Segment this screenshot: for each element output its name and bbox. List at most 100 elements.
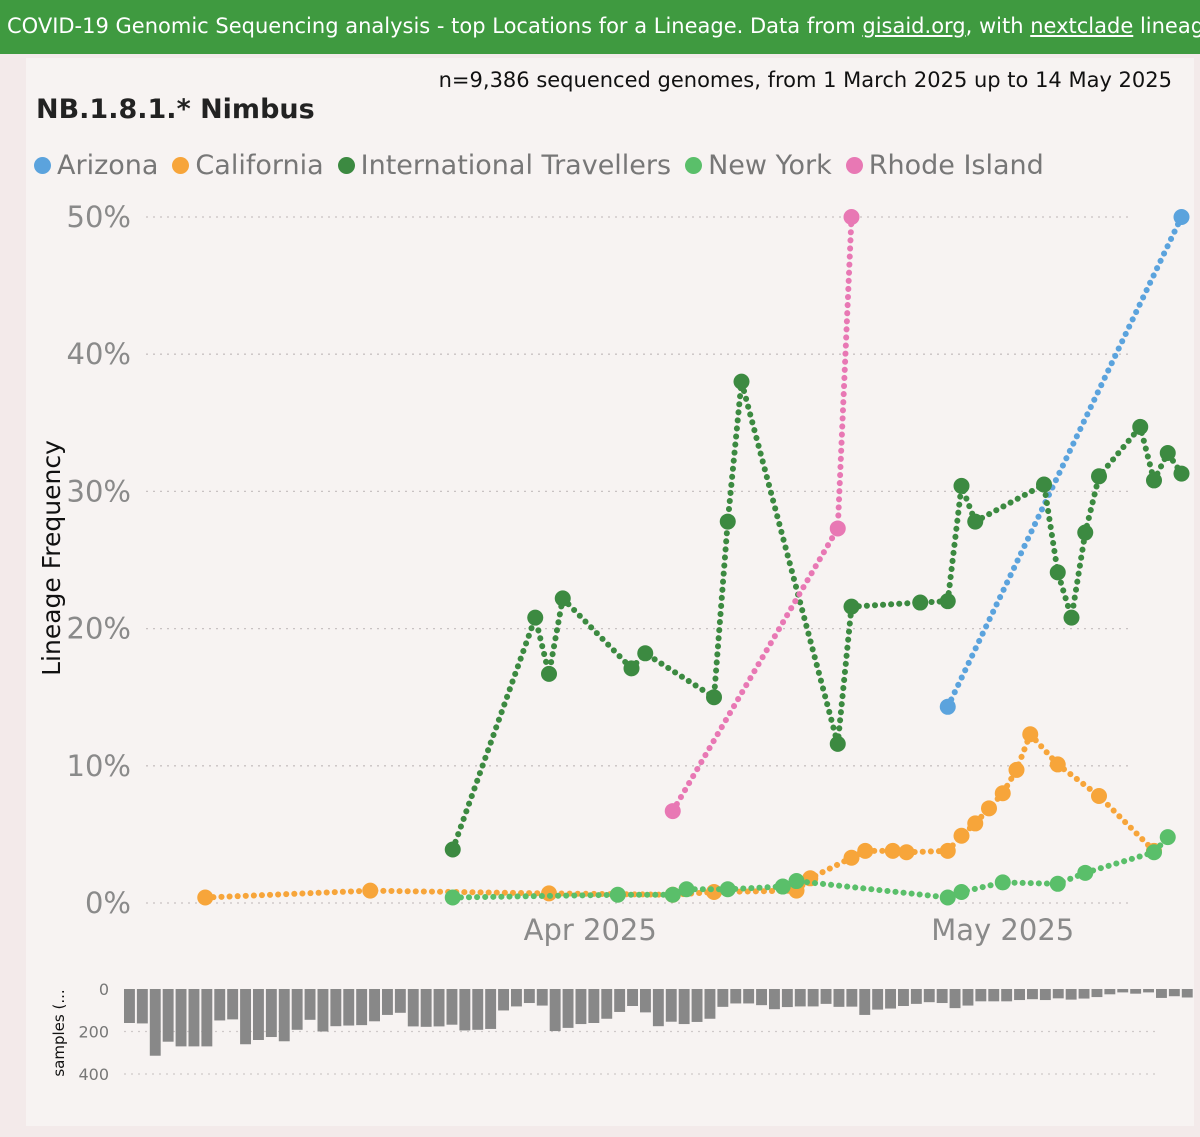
banner-text-2: , with [965,14,1031,38]
data-point-new-york [774,878,791,895]
sample-bar [136,989,148,1024]
sample-bar [962,989,974,1006]
legend-marker-icon [34,157,51,174]
sample-bar [704,989,716,1019]
data-point-international-travellers [541,665,557,682]
y-tick-label: 10% [67,749,131,783]
data-point-new-york [444,889,461,906]
series-line-new-york [449,834,1171,901]
sample-bar [265,989,277,1038]
legend-item-international-travellers[interactable]: International Travellers [337,150,671,181]
legend-label: Rhode Island [868,150,1044,181]
legend-marker-icon [845,157,863,174]
sample-bar [898,989,909,1006]
y-tick-label: 50% [67,200,131,234]
data-point-international-travellers [637,645,654,662]
sample-bar [1027,989,1038,1000]
sample-bar [446,989,458,1025]
data-point-new-york [994,874,1011,891]
data-point-international-travellers [1173,465,1190,482]
chart-legend: Arizona California International Traveller… [34,150,1058,181]
sample-bar [523,989,535,1004]
sample-bar [665,989,677,1022]
report-banner: COVID-19 Genomic Sequencing analysis - t… [0,0,1200,54]
data-point-california [197,889,214,906]
sample-bar [1143,989,1154,993]
sample-bar [846,989,858,1007]
sample-bar [833,989,845,1007]
nextclade-link[interactable]: nextclade [1030,14,1134,38]
data-point-international-travellers [829,735,846,752]
legend-item-arizona[interactable]: Arizona [34,150,158,181]
data-point-international-travellers [967,513,984,530]
sample-bar [1001,989,1013,1002]
data-point-rhode-island [843,209,860,225]
data-point-international-travellers [843,598,860,615]
sample-bar [175,989,187,1047]
sample-bar [910,989,922,1004]
legend-item-rhode-island[interactable]: Rhode Island [845,150,1044,181]
sample-bar [1156,989,1167,998]
sample-bar [588,989,600,1023]
legend-label: California [195,150,324,181]
sample-bar [988,989,1000,1002]
y-tick-label: 40% [67,337,131,371]
series-line-california [202,728,1157,901]
sample-bar [859,989,871,1015]
data-point-california [1008,761,1025,778]
data-point-new-york [1146,844,1162,861]
sample-bar [575,989,587,1025]
sample-bar [769,989,780,1010]
data-point-california [884,842,901,859]
legend-item-california[interactable]: California [172,150,324,181]
sample-bar [394,989,406,1013]
data-point-international-travellers [953,477,970,494]
sample-bar [188,989,200,1047]
data-point-international-travellers [1049,564,1066,581]
sample-bar [652,989,664,1027]
sample-bar [1181,989,1193,998]
data-point-california [1091,787,1107,804]
sample-bar [1039,989,1051,1001]
data-point-new-york [788,873,805,890]
sample-bar [640,989,651,1013]
data-point-california [994,785,1011,802]
sample-bar [240,989,251,1045]
sample-bar [807,989,819,1007]
sample-bar [1052,989,1064,999]
lineage-frequency-chart: 0% 10% 20% 30% 40% 50% Apr 2025 May 2025 Lineage… [37,200,1193,1084]
legend-item-new-york[interactable]: New York [685,150,832,181]
data-point-new-york [719,881,736,898]
sample-bar [756,989,767,1006]
data-point-california [981,800,997,817]
sample-bar [356,989,368,1026]
data-point-california [898,844,915,861]
data-point-international-travellers [444,841,461,858]
data-point-international-travellers [706,689,722,706]
sample-bar [407,989,419,1027]
series-line-rhode-island [669,214,855,815]
bar-y-tick-label: 0 [99,980,109,999]
sample-bar [511,989,522,1007]
sample-bar [214,989,226,1021]
data-point-new-york [939,889,956,906]
sample-bar [730,989,742,1004]
legend-label: New York [708,150,832,181]
gisaid-link[interactable]: gisaid.org [862,14,966,38]
sample-bar [253,989,264,1040]
bar-y-tick-label: 400 [78,1065,109,1084]
sample-bar [343,989,355,1026]
sample-bar [459,989,471,1031]
sample-bar [975,989,987,1002]
data-point-international-travellers [623,660,640,677]
data-point-california [362,882,379,899]
data-point-international-travellers [554,590,571,607]
legend-marker-icon [337,157,355,174]
sample-bar [794,989,806,1007]
data-point-new-york [1049,875,1066,892]
sample-bar [691,989,703,1022]
sample-bar [627,989,638,1006]
data-point-california [857,842,874,859]
sample-bar [601,989,613,1019]
series-line-arizona [944,214,1185,710]
